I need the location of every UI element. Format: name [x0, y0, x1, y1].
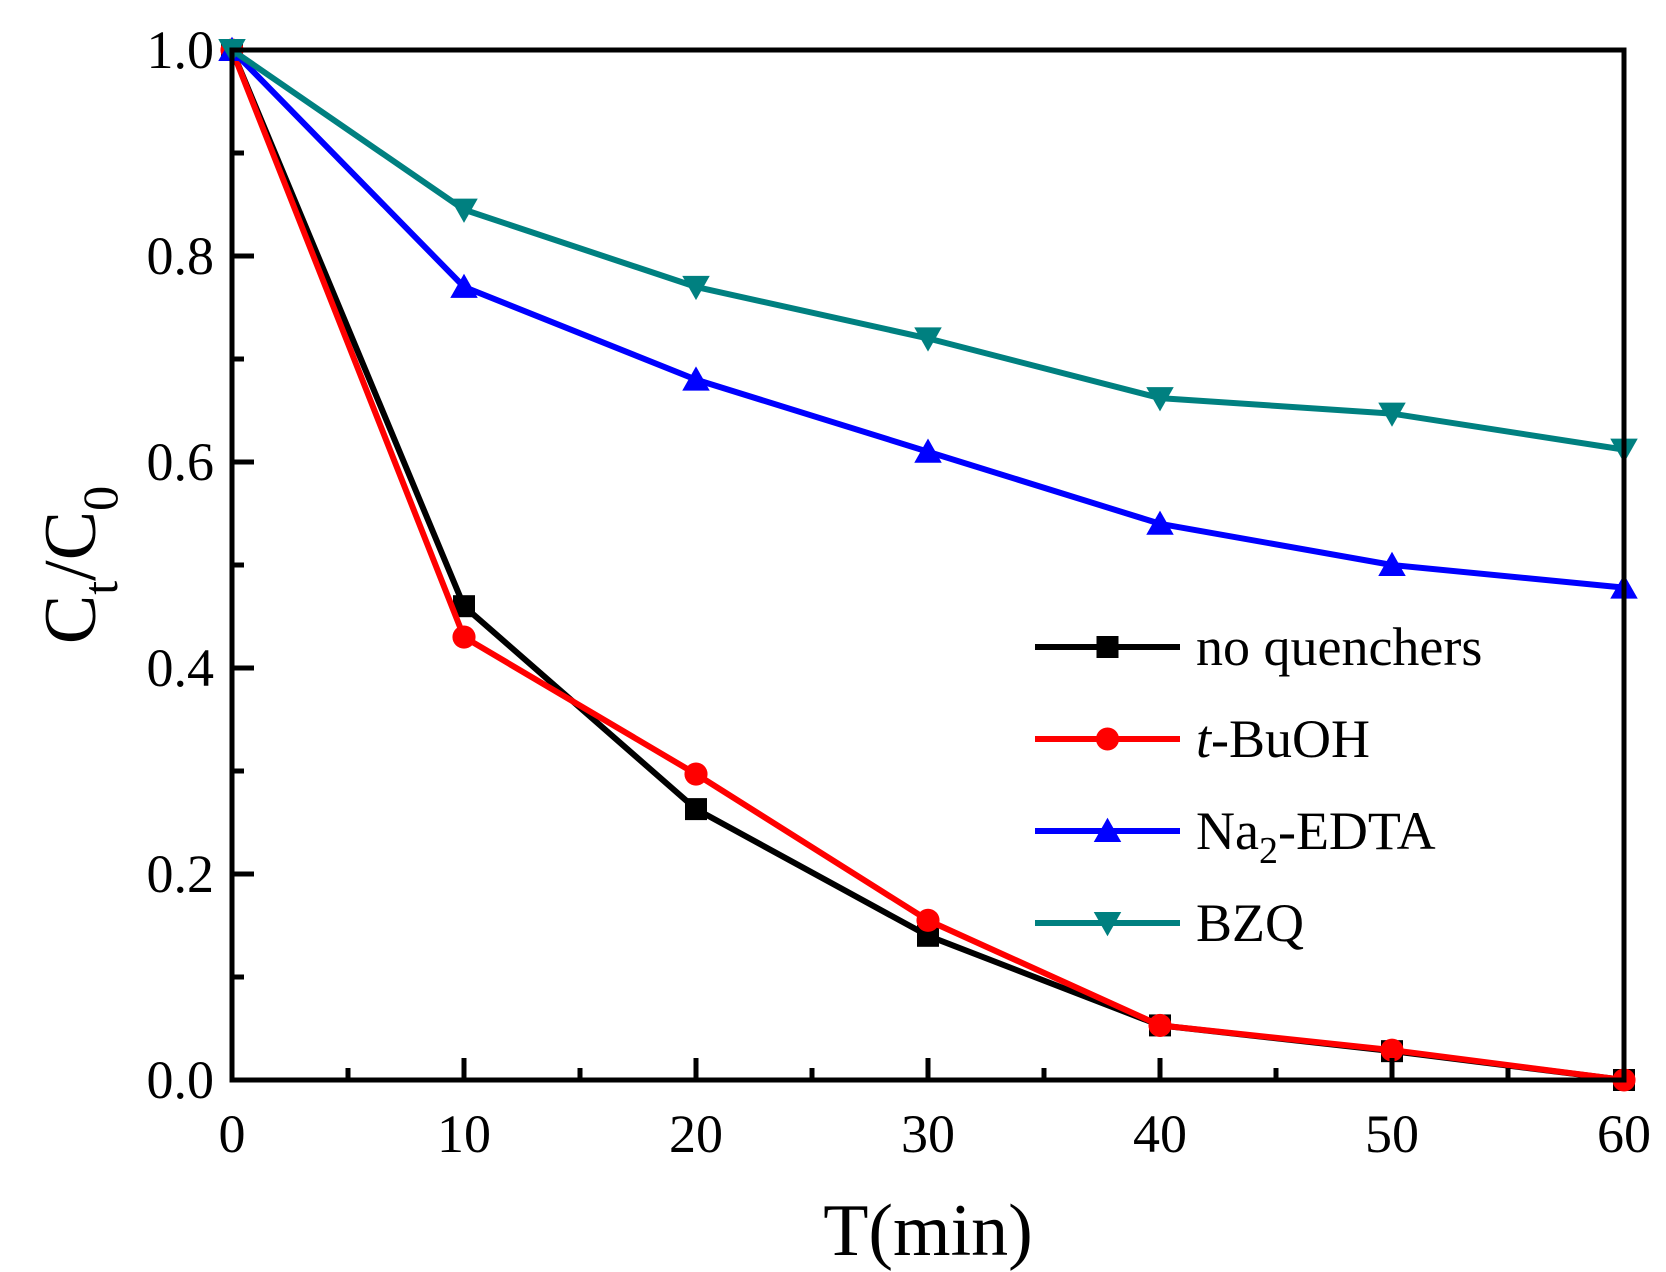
x-tick-label: 0: [219, 1104, 246, 1164]
ticks-layer: [232, 150, 1511, 1080]
data-point: [1378, 551, 1406, 576]
legend-marker: [1096, 636, 1119, 658]
data-point: [682, 275, 710, 301]
data-point: [684, 762, 708, 786]
legend: no quenchers t-BuOH Na2-EDTA BZQ: [1035, 617, 1482, 953]
y-tick-label: 0.6: [147, 432, 215, 492]
x-tick-label: 50: [1365, 1104, 1419, 1164]
legend-item: t-BuOH: [1035, 709, 1370, 769]
data-point: [450, 273, 478, 298]
data-point: [914, 327, 942, 352]
x-tick-label: 20: [669, 1104, 723, 1164]
y-tick-label: 1.0: [147, 20, 215, 80]
data-point: [916, 908, 940, 932]
data-point: [452, 625, 476, 649]
series-line: [229, 47, 1625, 591]
series-line: [230, 47, 1625, 453]
legend-item: BZQ: [1035, 893, 1304, 953]
legend-label: Na2-EDTA: [1196, 801, 1436, 872]
series-layer: [218, 36, 1638, 1092]
tick-labels: 0 10 20 30 40 50 60 0.0 0.2 0.4 0.6 0.8 1.0: [147, 20, 1652, 1164]
legend-marker: [1093, 912, 1122, 937]
data-point: [1380, 1038, 1404, 1062]
y-tick-label: 0.8: [147, 226, 215, 286]
legend-label: BZQ: [1196, 893, 1304, 953]
legend-label: t-BuOH: [1196, 709, 1370, 769]
data-point: [453, 595, 475, 618]
data-point: [450, 198, 478, 223]
x-axis-title: T(min): [823, 1190, 1033, 1272]
series-2: [218, 36, 1638, 599]
legend-marker: [1095, 727, 1120, 751]
x-tick-label: 30: [901, 1104, 955, 1164]
data-point: [682, 366, 710, 391]
y-tick-label: 0.2: [147, 844, 215, 904]
data-point: [1148, 1013, 1172, 1037]
legend-label: no quenchers: [1196, 617, 1482, 677]
x-tick-label: 10: [437, 1104, 491, 1164]
legend-item: Na2-EDTA: [1035, 801, 1436, 872]
data-point: [1146, 387, 1174, 412]
data-point: [1146, 510, 1174, 535]
data-point: [1378, 402, 1406, 427]
x-tick-label: 40: [1133, 1104, 1187, 1164]
data-point: [914, 438, 942, 463]
y-tick-label: 0.4: [147, 638, 215, 698]
legend-item: no quenchers: [1035, 617, 1482, 677]
x-tick-label: 60: [1597, 1104, 1651, 1164]
y-tick-label: 0.0: [147, 1050, 215, 1110]
y-axis-title: Ct/C0: [30, 486, 128, 644]
legend-marker: [1093, 817, 1122, 842]
data-point: [685, 798, 707, 821]
